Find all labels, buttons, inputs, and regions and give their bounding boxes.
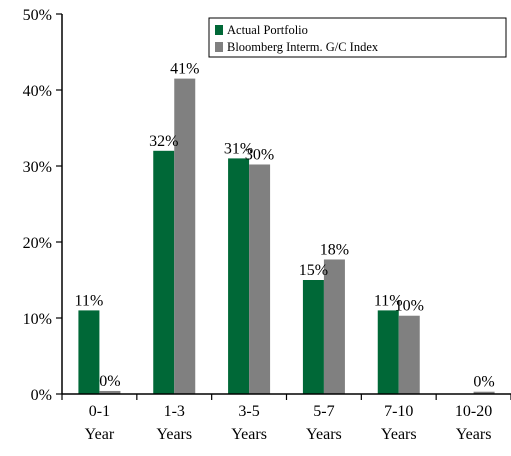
y-tick-label: 40% bbox=[23, 83, 52, 100]
legend: Actual Portfolio Bloomberg Interm. G/C In… bbox=[208, 17, 507, 58]
x-labels-layer: 0-1 Year 1-3 Years 3-5 Years 5-7 Years 7-10 Years… bbox=[85, 403, 493, 443]
x-tick-label: Years bbox=[231, 426, 267, 443]
x-tick-label: 1-3 bbox=[164, 403, 185, 420]
data-label: 0% bbox=[99, 373, 120, 390]
legend-box bbox=[208, 17, 507, 58]
data-label: 31% bbox=[224, 140, 253, 157]
bar-index-2 bbox=[249, 164, 271, 394]
x-tick-label: Years bbox=[381, 426, 417, 443]
bar-index-4 bbox=[398, 315, 420, 394]
y-tick-label: 20% bbox=[23, 235, 52, 252]
x-tick-label: 10-20 bbox=[455, 403, 492, 420]
x-tick-label: Years bbox=[156, 426, 192, 443]
y-tick-label: 0% bbox=[31, 387, 52, 404]
data-label: 15% bbox=[299, 262, 328, 279]
bar-index-1 bbox=[174, 78, 196, 394]
y-tick-label: 10% bbox=[23, 311, 52, 328]
x-tick-label: Years bbox=[456, 426, 492, 443]
data-label: 11% bbox=[75, 292, 104, 309]
bars-layer bbox=[78, 78, 495, 394]
x-tick-label: 7-10 bbox=[384, 403, 413, 420]
bar-index-0 bbox=[99, 390, 121, 394]
bar-actual-1 bbox=[153, 150, 175, 394]
data-label: 41% bbox=[170, 61, 199, 78]
bar-actual-3 bbox=[302, 280, 324, 394]
legend-swatch bbox=[215, 25, 223, 35]
x-tick-label: Year bbox=[85, 426, 115, 443]
legend-swatch bbox=[215, 42, 223, 52]
y-tick-label: 30% bbox=[23, 159, 52, 176]
axes-layer bbox=[61, 14, 511, 395]
y-ticks-layer: 0% 10% 20% 30% 40% 50% bbox=[23, 7, 511, 404]
legend-label: Bloomberg Interm. G/C Index bbox=[227, 40, 379, 54]
legend-label: Actual Portfolio bbox=[227, 23, 308, 37]
x-tick-label: 5-7 bbox=[313, 403, 334, 420]
data-label: 10% bbox=[395, 298, 424, 315]
data-labels-layer: 11% 32% 31% 15% 11% 0% 41% 30% 18% 10% 0% bbox=[75, 61, 495, 391]
bar-actual-4 bbox=[377, 310, 399, 394]
x-tick-label: Years bbox=[306, 426, 342, 443]
data-label: 32% bbox=[149, 133, 178, 150]
bar-actual-2 bbox=[228, 158, 250, 394]
data-label: 0% bbox=[473, 374, 494, 391]
data-label: 11% bbox=[374, 292, 403, 309]
x-tick-label: 0-1 bbox=[89, 403, 110, 420]
x-tick-label: 3-5 bbox=[238, 403, 259, 420]
bar-actual-0 bbox=[78, 310, 100, 394]
bar-index-5 bbox=[473, 391, 495, 394]
bar-index-3 bbox=[323, 259, 345, 394]
data-label: 18% bbox=[320, 241, 349, 258]
y-tick-label: 50% bbox=[23, 7, 52, 24]
data-label: 30% bbox=[245, 146, 274, 163]
